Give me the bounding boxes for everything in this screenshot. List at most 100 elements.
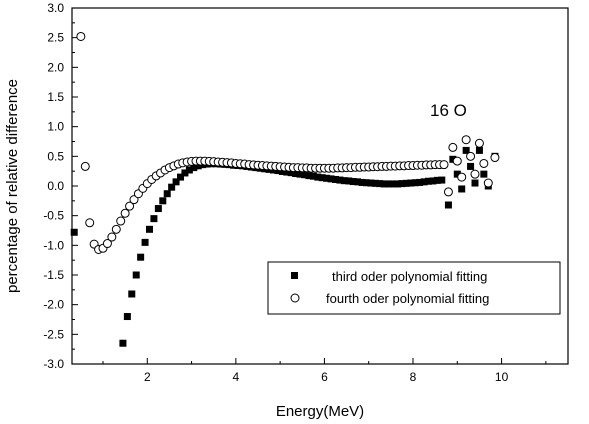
data-point-circle — [483, 178, 493, 188]
data-point-square — [429, 177, 437, 185]
data-point-square — [425, 177, 432, 185]
data-point-square — [467, 162, 475, 170]
data-point-square — [480, 170, 488, 178]
y-tick-label: -2.0 — [43, 298, 64, 312]
data-point-circle — [85, 218, 95, 228]
data-point-square — [376, 180, 384, 188]
data-point-circle — [448, 142, 458, 152]
data-point-square — [190, 164, 198, 172]
data-point-square — [367, 179, 375, 187]
data-point-circle — [457, 172, 467, 182]
data-point-square — [194, 162, 202, 170]
y-tick-label: -0.5 — [43, 209, 64, 223]
data-point-square — [411, 179, 419, 187]
data-point-square — [309, 172, 317, 180]
x-tick-label: 6 — [321, 370, 328, 384]
data-point-square — [314, 173, 322, 181]
data-point-square — [278, 167, 286, 175]
y-tick-label: -1.0 — [43, 238, 64, 252]
data-point-square — [292, 170, 300, 178]
data-point-square — [168, 183, 176, 191]
x-axis-label: Energy(MeV) — [276, 403, 364, 420]
data-point-square — [420, 178, 428, 186]
y-tick-label: 2.0 — [47, 60, 64, 74]
data-point-square — [137, 253, 145, 261]
data-point-square — [172, 178, 180, 186]
data-point-circle — [461, 135, 471, 145]
data-point-circle — [125, 201, 135, 211]
data-point-square — [159, 197, 167, 205]
data-point-square — [318, 174, 326, 182]
y-tick-label: 3.0 — [47, 1, 64, 15]
data-point-square — [119, 339, 127, 347]
data-point-circle — [439, 160, 449, 170]
y-tick-label: -1.5 — [43, 268, 64, 282]
data-point-square — [407, 179, 415, 187]
data-point-square — [146, 225, 153, 233]
data-point-square — [132, 271, 140, 279]
data-point-circle — [490, 153, 500, 163]
series-fourth-order — [76, 31, 500, 254]
x-tick-label: 4 — [233, 370, 240, 384]
data-point-square — [141, 238, 149, 246]
data-point-square — [185, 166, 193, 174]
data-point-circle — [111, 224, 121, 234]
data-point-square — [453, 170, 461, 178]
data-point-circle — [443, 187, 453, 197]
data-point-square — [458, 185, 466, 193]
data-point-circle — [80, 161, 90, 171]
data-point-square — [402, 179, 410, 187]
y-tick-label: -3.0 — [43, 357, 64, 371]
data-point-square — [70, 228, 78, 236]
data-point-square — [462, 146, 470, 154]
legend-marker-filled-square — [291, 272, 298, 279]
y-axis-label: percentage of relative difference — [4, 79, 21, 293]
data-point-circle — [107, 232, 117, 242]
data-point-square — [444, 201, 452, 209]
x-tick-label: 2 — [144, 370, 151, 384]
x-tick-label: 8 — [410, 370, 417, 384]
legend-label-third-order: third oder polynomial fitting — [332, 269, 487, 284]
data-point-circle — [474, 138, 484, 148]
data-point-square — [323, 174, 331, 182]
data-point-square — [336, 176, 344, 184]
data-point-square — [177, 173, 184, 181]
y-tick-label: 0.5 — [47, 149, 64, 163]
data-point-square — [449, 155, 457, 163]
data-point-circle — [479, 158, 489, 168]
y-tick-label: 0.0 — [47, 179, 64, 193]
data-point-square — [283, 168, 291, 176]
data-point-square — [287, 169, 295, 177]
data-point-square — [301, 171, 308, 179]
data-point-square — [394, 180, 401, 188]
data-point-square — [371, 179, 379, 187]
y-tick-label: 2.5 — [47, 31, 64, 45]
y-axis: -3.0 -2.5 -2.0 -1.5 -1.0 -0.5 0.0 0.5 1.0 1.5 2.0 2… — [43, 1, 78, 371]
data-point-square — [349, 178, 357, 186]
data-point-square — [123, 313, 131, 321]
data-point-square — [150, 215, 158, 223]
data-point-square — [398, 180, 406, 188]
data-point-square — [358, 178, 366, 186]
data-point-circle — [466, 151, 476, 161]
legend: third oder polynomial fitting fourth ode… — [267, 261, 561, 315]
x-tick-label: 10 — [495, 370, 509, 384]
data-point-square — [416, 178, 424, 186]
y-tick-label: 1.0 — [47, 120, 64, 134]
data-point-circle — [120, 208, 130, 218]
data-point-square — [354, 178, 362, 186]
data-point-square — [471, 179, 479, 187]
data-point-square — [163, 190, 171, 198]
data-point-square — [345, 177, 353, 185]
annotation-label: 16 O — [430, 101, 467, 120]
y-tick-label: 1.5 — [47, 90, 64, 104]
data-point-square — [340, 177, 348, 185]
data-point-square — [181, 169, 189, 177]
data-point-square — [327, 175, 335, 183]
data-point-square — [154, 205, 162, 213]
data-point-square — [438, 176, 446, 184]
data-point-square — [128, 290, 136, 298]
y-tick-label: -2.5 — [43, 327, 64, 341]
legend-marker-open-circle — [290, 293, 300, 303]
